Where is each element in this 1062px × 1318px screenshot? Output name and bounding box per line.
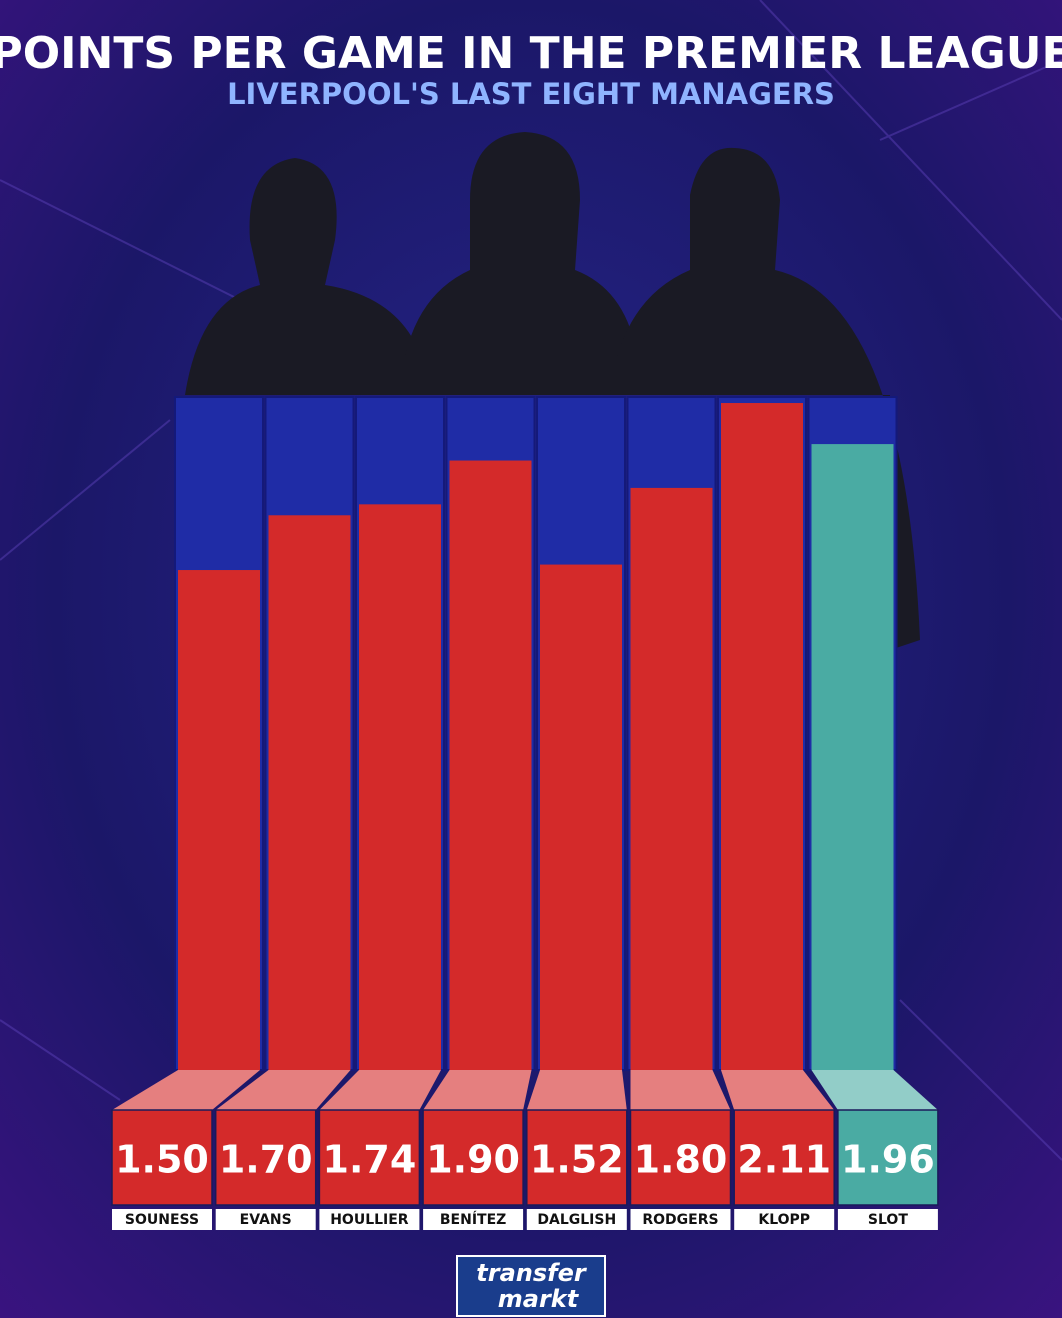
chart-subtitle: LIVERPOOL'S LAST EIGHT MANAGERS bbox=[227, 77, 835, 111]
bar-base-front bbox=[526, 1109, 628, 1206]
bar-base-front bbox=[733, 1109, 835, 1206]
value-label: 1.96 bbox=[841, 1138, 935, 1182]
x-tick-label: RODGERS bbox=[642, 1212, 718, 1228]
bar bbox=[630, 487, 713, 1070]
chart-title: POINTS PER GAME IN THE PREMIER LEAGUE bbox=[0, 28, 1062, 79]
bar bbox=[811, 444, 894, 1070]
bar-base-top bbox=[721, 1070, 835, 1110]
bar-base-front bbox=[837, 1109, 939, 1206]
bar bbox=[449, 460, 532, 1070]
bar bbox=[540, 564, 622, 1070]
logo: transfer markt bbox=[456, 1255, 606, 1317]
name-box bbox=[734, 1209, 835, 1230]
logo-text: transfer bbox=[476, 1259, 588, 1287]
x-tick-label: SOUNESS bbox=[125, 1212, 199, 1228]
x-tick-label: BENÍTEZ bbox=[440, 1211, 506, 1228]
bar-base-front bbox=[318, 1109, 421, 1206]
bar-base-top bbox=[112, 1070, 260, 1110]
name-box bbox=[837, 1209, 938, 1230]
name-box bbox=[423, 1209, 524, 1230]
bar bbox=[721, 403, 803, 1071]
manager-silhouettes bbox=[185, 132, 920, 650]
x-tick-label: DALGLISH bbox=[537, 1212, 616, 1228]
value-label: 1.90 bbox=[426, 1138, 520, 1182]
value-label: 1.70 bbox=[219, 1138, 313, 1182]
x-tick-label: SLOT bbox=[868, 1212, 908, 1228]
bar-base-top bbox=[811, 1070, 938, 1110]
x-tick-label: KLOPP bbox=[758, 1212, 810, 1228]
logo-box bbox=[456, 1255, 606, 1317]
bar-base-top bbox=[319, 1070, 441, 1110]
name-box bbox=[526, 1209, 627, 1230]
bar-base-front bbox=[422, 1109, 524, 1206]
value-label: 1.74 bbox=[323, 1138, 417, 1182]
name-box bbox=[319, 1209, 420, 1230]
value-label: 1.52 bbox=[530, 1138, 624, 1182]
bar-base-top bbox=[215, 1070, 351, 1110]
value-label: 1.80 bbox=[634, 1138, 728, 1182]
bar-base-top bbox=[423, 1070, 532, 1110]
x-tick-label: HOULLIER bbox=[330, 1212, 409, 1228]
value-label: 1.50 bbox=[115, 1138, 209, 1182]
x-tick-label: EVANS bbox=[240, 1212, 292, 1228]
value-label: 2.11 bbox=[737, 1138, 831, 1182]
bar-base-front bbox=[214, 1109, 317, 1206]
name-box bbox=[112, 1209, 212, 1230]
bar bbox=[359, 504, 441, 1070]
bar-base-top bbox=[630, 1070, 731, 1110]
bar-base-top bbox=[526, 1070, 627, 1110]
bar-base-front bbox=[111, 1109, 213, 1206]
logo-text: markt bbox=[498, 1285, 580, 1313]
bar-base-front bbox=[629, 1109, 732, 1206]
name-box bbox=[630, 1209, 731, 1230]
name-box bbox=[215, 1209, 316, 1230]
bar bbox=[178, 570, 260, 1070]
bar bbox=[268, 515, 351, 1070]
